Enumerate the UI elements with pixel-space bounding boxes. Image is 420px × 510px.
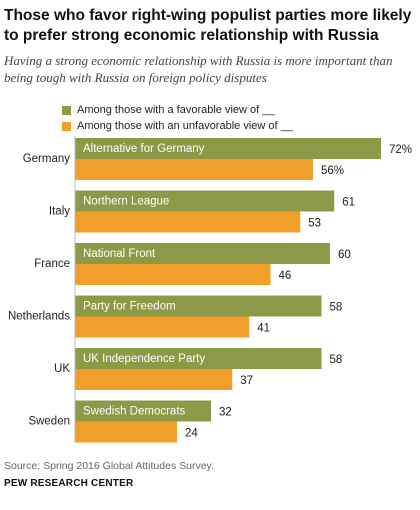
organization-name: PEW RESEARCH CENTER — [4, 478, 134, 489]
legend: Among those with a favorable view of __ … — [62, 102, 293, 134]
bar — [75, 400, 211, 422]
value-label: 53 — [308, 218, 321, 230]
party-label: Northern League — [83, 196, 169, 208]
value-label: 56% — [321, 165, 344, 177]
legend-item-favorable: Among those with a favorable view of __ — [62, 102, 293, 118]
chart-title: Those who favor right-wing populist part… — [4, 7, 412, 44]
category-label: Netherlands — [8, 311, 70, 323]
value-label: 37 — [240, 375, 253, 387]
party-label: National Front — [83, 248, 156, 260]
bar — [75, 264, 271, 285]
legend-swatch-favorable — [62, 105, 71, 115]
bar — [75, 190, 335, 212]
value-label: 41 — [257, 323, 270, 335]
legend-item-unfavorable: Among those with an unfavorable view of … — [62, 118, 293, 134]
bar — [75, 138, 381, 159]
source-note: Source: Spring 2016 Global Attitudes Sur… — [4, 460, 214, 472]
value-label: 46 — [279, 270, 292, 282]
category-label: UK — [54, 363, 70, 375]
legend-swatch-unfavorable — [62, 121, 71, 131]
bar — [75, 421, 177, 443]
bar — [75, 348, 322, 369]
bar — [75, 295, 322, 317]
bar — [75, 243, 330, 264]
value-label: 60 — [338, 249, 351, 261]
party-label: Alternative for Germany — [83, 143, 205, 155]
bar — [75, 211, 301, 233]
category-label: France — [34, 258, 70, 270]
value-label: 24 — [185, 428, 198, 440]
value-label: 61 — [342, 197, 355, 209]
category-label: Germany — [23, 153, 71, 165]
party-label: Swedish Democrats — [83, 406, 186, 418]
bar — [75, 316, 250, 338]
category-label: Italy — [49, 206, 70, 218]
legend-label-favorable: Among those with a favorable view of __ — [77, 104, 275, 116]
value-label: 58 — [330, 302, 343, 314]
value-label: 32 — [219, 407, 232, 419]
bar — [75, 159, 313, 180]
party-label: UK Independence Party — [83, 353, 205, 365]
party-label: Party for Freedom — [83, 301, 176, 313]
legend-label-unfavorable: Among those with an unfavorable view of … — [77, 120, 293, 132]
bar — [75, 369, 233, 390]
chart-subtitle: Having a strong economic relationship wi… — [4, 53, 393, 85]
category-label: Sweden — [28, 416, 70, 428]
value-label: 72% — [389, 144, 412, 156]
value-label: 58 — [330, 354, 343, 366]
